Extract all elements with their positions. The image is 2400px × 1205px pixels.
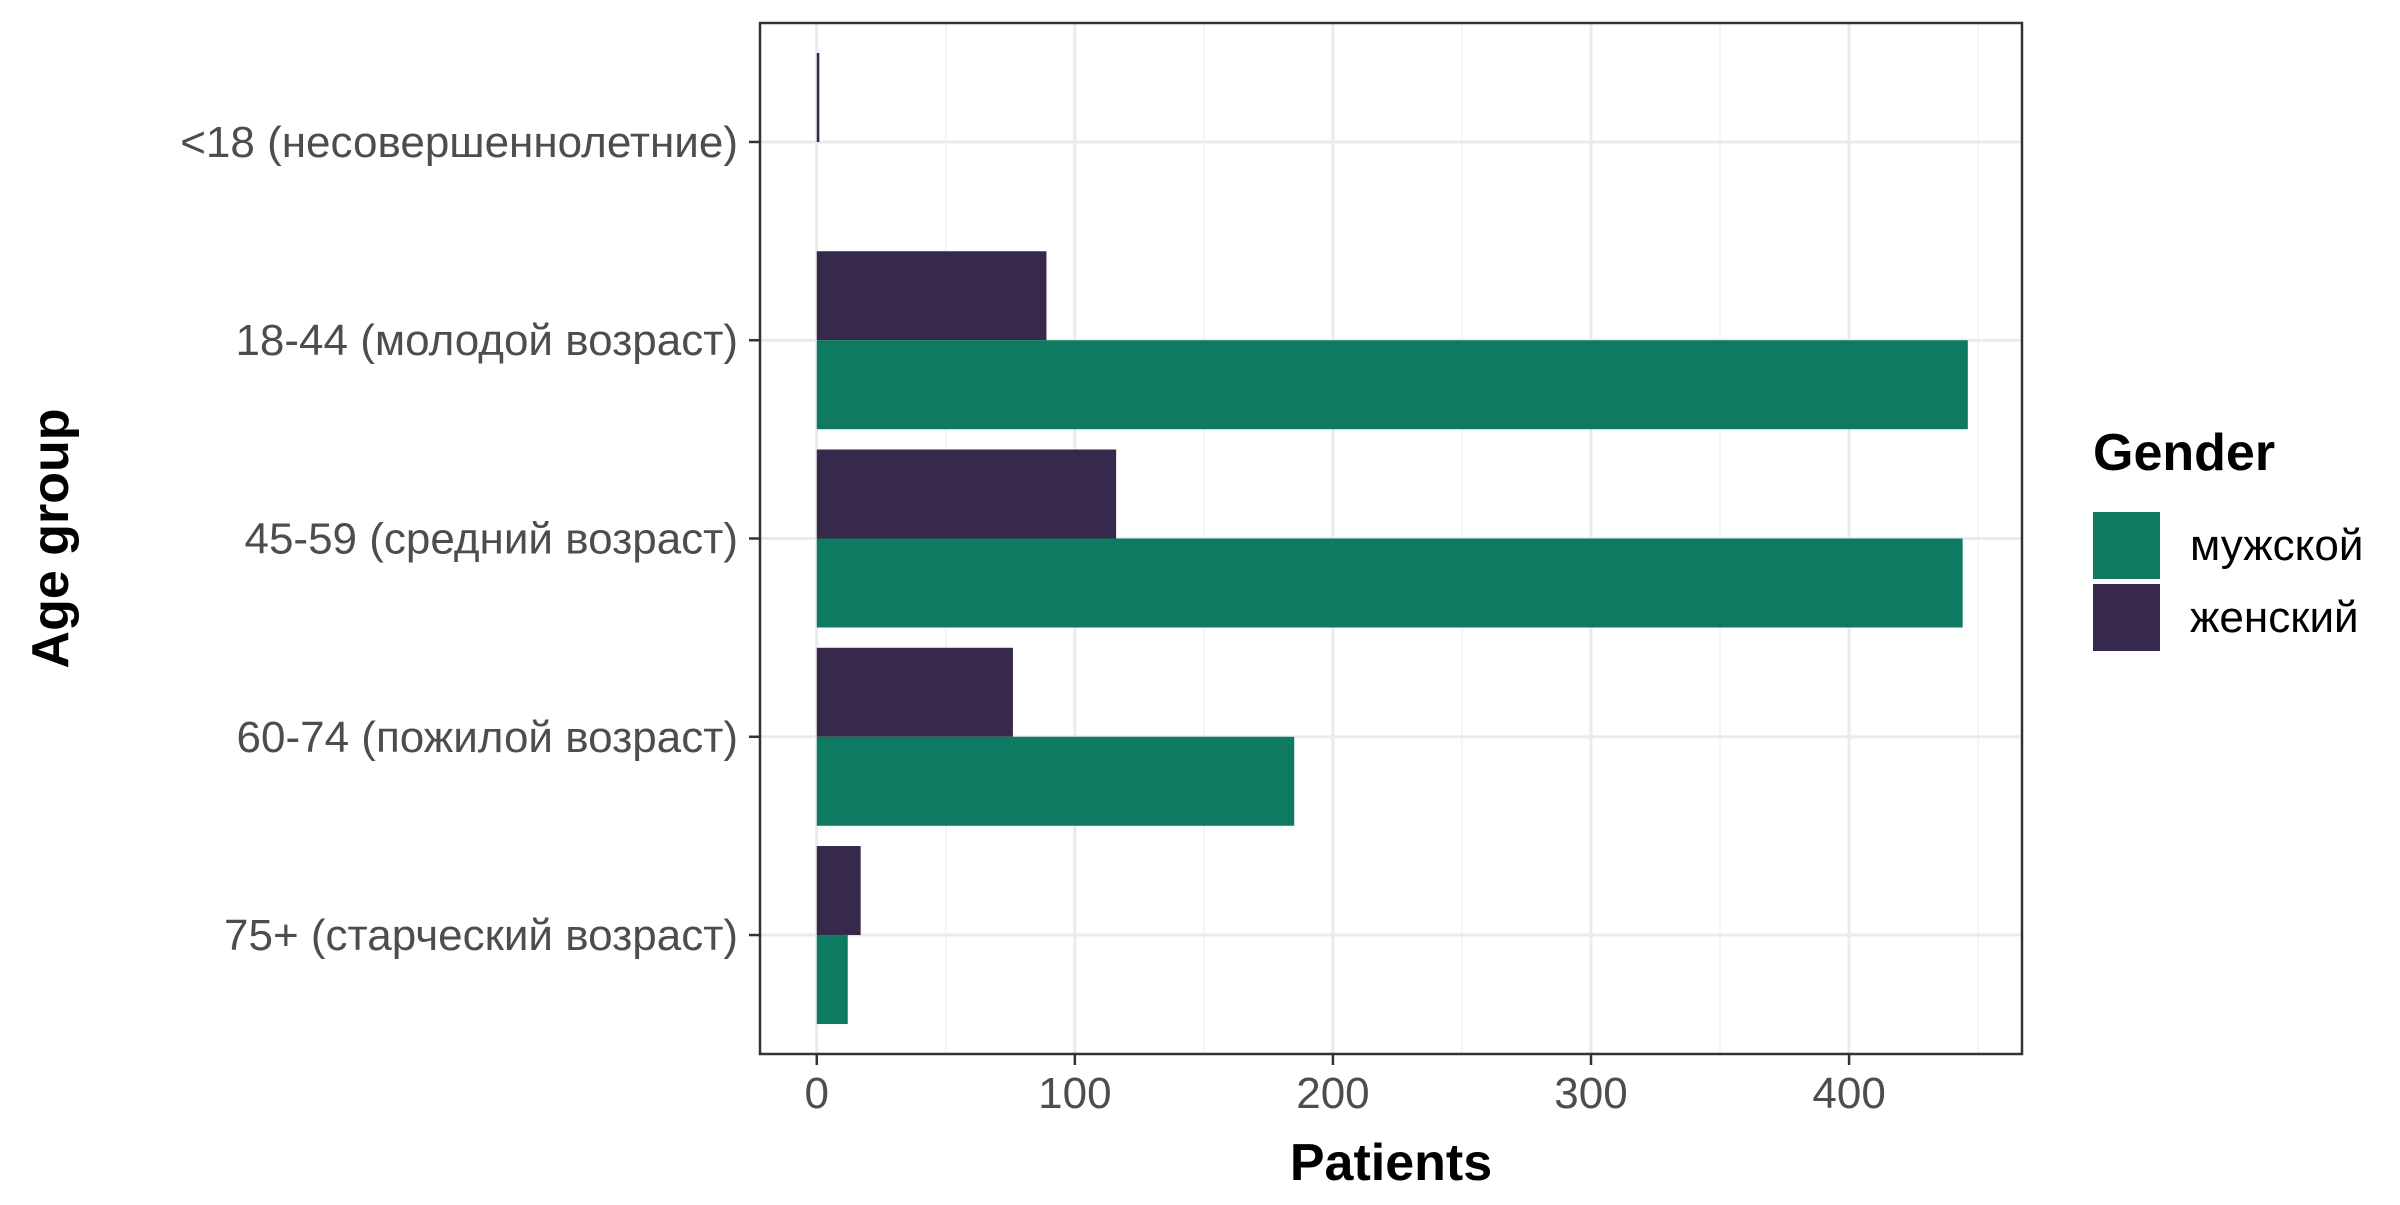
legend: Gender мужской женский: [2093, 424, 2363, 651]
y-tick-label: 60-74 (пожилой возраст): [237, 713, 738, 762]
bar-male: [816, 340, 1968, 430]
legend-key: [2093, 584, 2160, 651]
x-tick-label: 0: [805, 1069, 829, 1118]
x-tick-label: 200: [1296, 1069, 1369, 1118]
x-tick-label: 300: [1554, 1069, 1627, 1118]
legend-label: женский: [2190, 593, 2359, 642]
legend-key: [2093, 512, 2160, 579]
bar-male: [816, 538, 1963, 628]
y-tick-label: 45-59 (средний возраст): [244, 515, 738, 564]
bar-male: [816, 736, 1295, 826]
bar-female: [816, 449, 1117, 539]
x-tick-label: 100: [1038, 1069, 1111, 1118]
x-axis-title: Patients: [1290, 1134, 1492, 1192]
bar-female: [816, 647, 1013, 737]
x-tick-label: 400: [1812, 1069, 1885, 1118]
legend-label: мужской: [2190, 521, 2363, 570]
legend-title: Gender: [2093, 424, 2275, 482]
y-tick-label: 18-44 (молодой возраст): [235, 316, 738, 365]
y-tick-label: 75+ (старческий возраст): [224, 911, 738, 960]
bar-male: [816, 935, 848, 1025]
axes: 0 100 200 300 400 <18 (несовершеннолетние) 18-…: [180, 118, 1886, 1118]
bar-female: [816, 251, 1047, 341]
bar-female: [816, 52, 820, 142]
bars: [816, 52, 1968, 1025]
bar-female: [816, 846, 861, 936]
y-axis-title: Age group: [22, 409, 80, 669]
y-tick-label: <18 (несовершеннолетние): [180, 118, 738, 167]
